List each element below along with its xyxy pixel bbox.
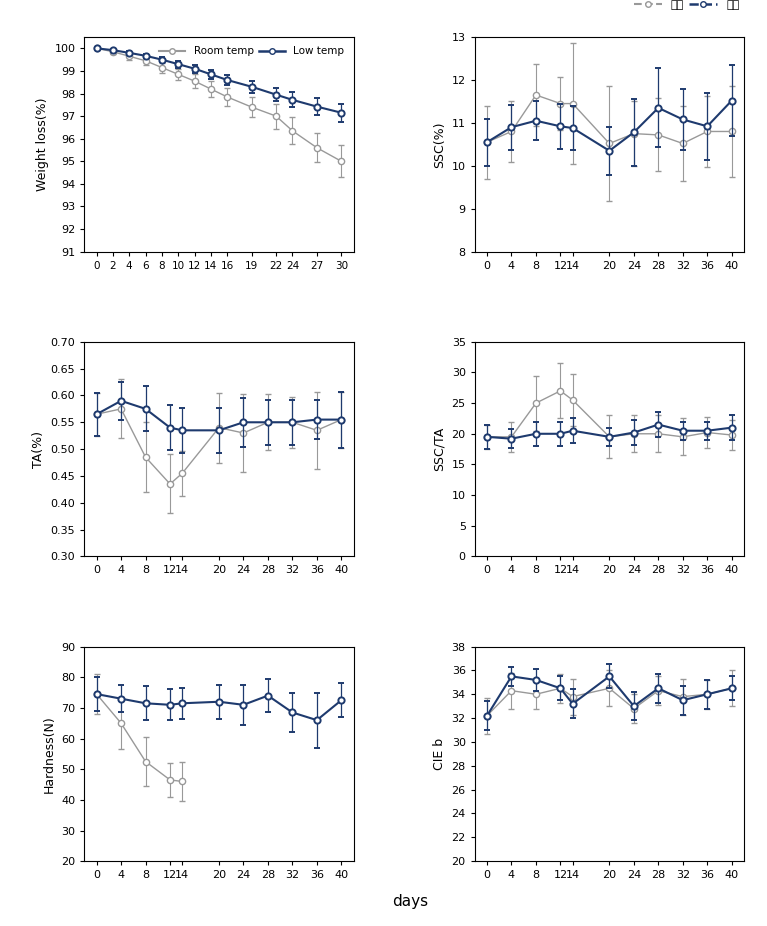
Y-axis label: SSC/TA: SSC/TA [433,427,446,471]
Y-axis label: CIE b: CIE b [433,738,446,770]
Y-axis label: Hardness(N): Hardness(N) [43,715,56,793]
Y-axis label: SSC(%): SSC(%) [433,121,446,168]
Legend: 상온, 저온: 상온, 저온 [630,0,744,14]
Y-axis label: TA(%): TA(%) [32,431,45,468]
Y-axis label: Weight loss(%): Weight loss(%) [36,97,49,191]
Text: days: days [392,894,429,908]
Legend: Room temp, Low temp: Room temp, Low temp [155,43,348,60]
